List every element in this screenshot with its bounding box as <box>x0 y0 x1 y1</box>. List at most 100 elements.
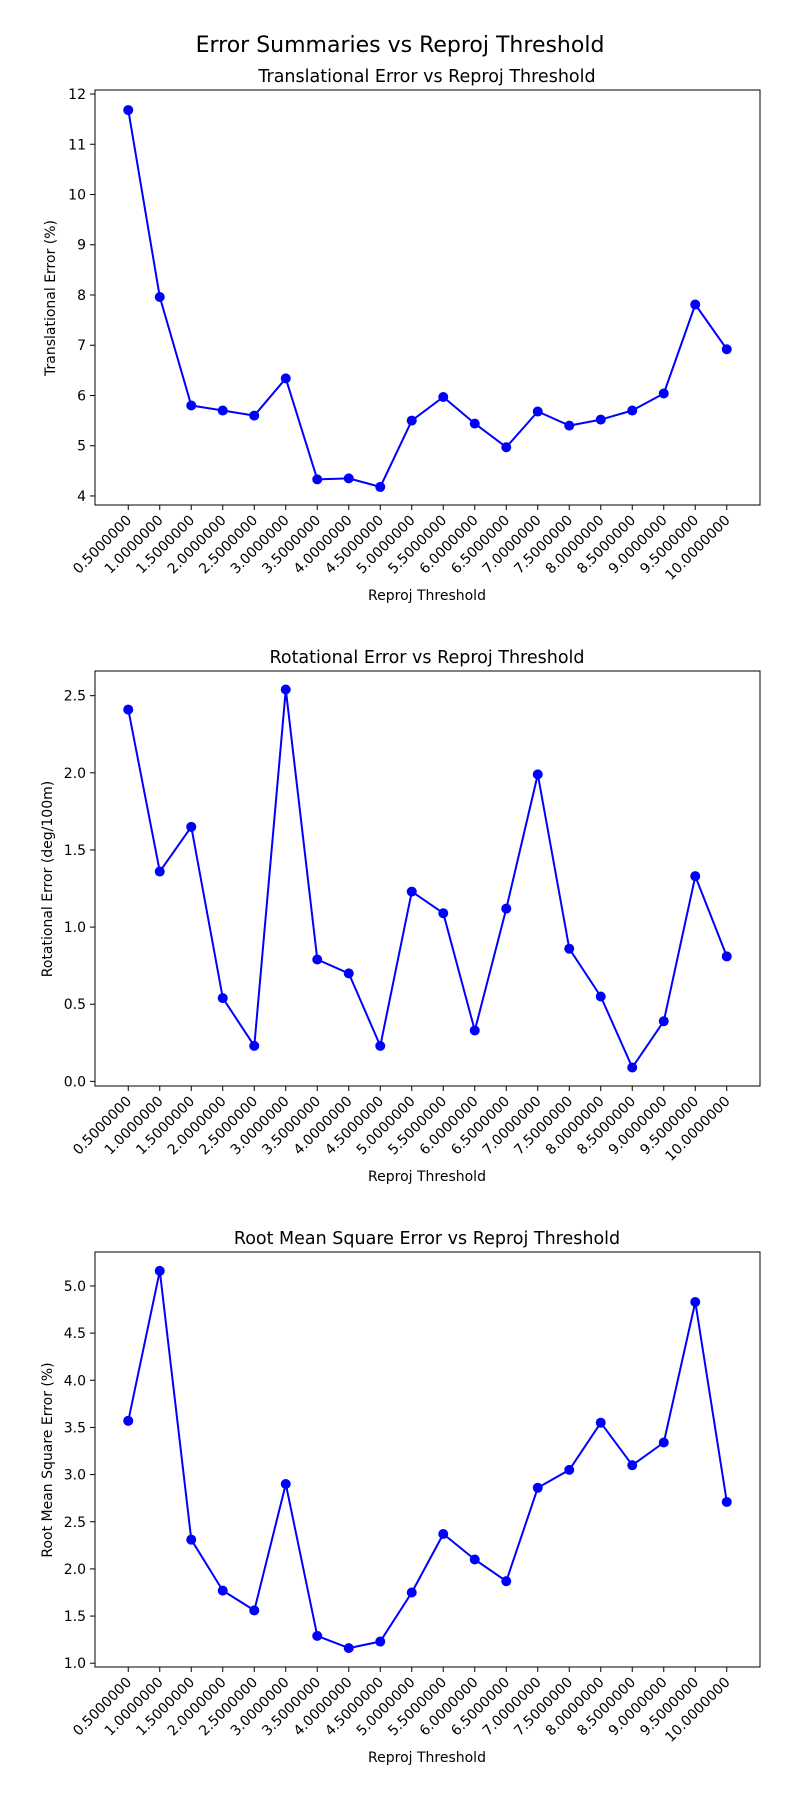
rms-error-data-point <box>438 1529 449 1540</box>
rms-error-series-line <box>127 1269 728 1650</box>
rotational-error-data-point <box>438 908 449 919</box>
rotational-error-ytick-label: 1.5 <box>64 843 86 859</box>
rms-error-ytick-label: 1.5 <box>64 1609 86 1625</box>
translational-error-data-point <box>438 391 449 402</box>
translational-error-data-point <box>501 442 512 453</box>
rms-error-data-point <box>280 1479 291 1490</box>
translational-error-data-point <box>280 373 291 384</box>
rotational-error-ytick-label: 1.0 <box>64 920 86 936</box>
translational-error-data-point <box>217 405 228 416</box>
rotational-error-data-point <box>658 1016 669 1027</box>
rotational-error-ytick-label: 0.5 <box>64 997 86 1013</box>
rotational-error-data-point <box>186 821 197 832</box>
rms-error-ytick-label: 3.5 <box>64 1420 86 1436</box>
translational-error-data-point <box>406 415 417 426</box>
rms-error-data-point <box>532 1482 543 1493</box>
translational-error-data-point <box>690 299 701 310</box>
figure-title: Error Summaries vs Reproj Threshold <box>196 33 605 58</box>
rms-error-ytick-label: 3.0 <box>64 1468 86 1484</box>
rms-error-data-point <box>312 1630 323 1641</box>
rotational-error-ytick-label: 2.5 <box>64 689 86 705</box>
rms-error-data-point <box>469 1554 480 1565</box>
rotational-error-data-point <box>627 1062 638 1073</box>
translational-error-ytick-label: 4 <box>77 489 86 505</box>
rms-error-data-point <box>375 1636 386 1647</box>
rotational-error-data-point <box>249 1040 260 1051</box>
rotational-error-data-point <box>280 684 291 695</box>
rms-error-data-point <box>721 1496 732 1507</box>
rms-error-data-point <box>123 1415 134 1426</box>
translational-error-ytick-label: 10 <box>68 188 86 204</box>
translational-error-data-point <box>123 105 134 116</box>
translational-error-ytick-label: 9 <box>77 238 86 254</box>
rotational-error-data-point <box>406 886 417 897</box>
rotational-error-data-point <box>123 704 134 715</box>
rms-error-data-point <box>406 1587 417 1598</box>
rotational-error-data-point <box>721 951 732 962</box>
translational-error-axes-frame <box>94 89 761 506</box>
translational-error-data-point <box>154 291 165 302</box>
rms-error-data-point <box>501 1576 512 1587</box>
rms-error-data-point <box>249 1605 260 1616</box>
rotational-error-data-point <box>312 954 323 965</box>
translational-error-ytick-label: 5 <box>77 439 86 455</box>
rms-error-data-point <box>343 1643 354 1654</box>
rms-error-ytick-label: 4.5 <box>64 1326 86 1342</box>
rotational-error-data-point <box>501 903 512 914</box>
translational-error-data-point <box>343 473 354 484</box>
rms-error-data-point <box>564 1464 575 1475</box>
translational-error-xlabel: Reproj Threshold <box>368 588 486 604</box>
rms-error-ytick-label: 4.0 <box>64 1373 86 1389</box>
translational-error-ylabel: Translational Error (%) <box>43 220 59 377</box>
rms-error-data-point <box>658 1437 669 1448</box>
rms-error-axes-frame <box>94 1251 761 1668</box>
rms-error-data-point <box>154 1265 165 1276</box>
rms-error-data-point <box>217 1585 228 1596</box>
translational-error-data-point <box>564 420 575 431</box>
rms-error-ytick-label: 5.0 <box>64 1279 86 1295</box>
rms-error-data-point <box>595 1417 606 1428</box>
rotational-error-title: Rotational Error vs Reproj Threshold <box>269 648 584 668</box>
rotational-error-data-point <box>343 968 354 979</box>
rms-error-data-point <box>690 1296 701 1307</box>
rotational-error-data-point <box>532 769 543 780</box>
rms-error-ytick-label: 2.0 <box>64 1562 86 1578</box>
translational-error-data-point <box>469 418 480 429</box>
translational-error-data-point <box>312 474 323 485</box>
rotational-error-ylabel: Rotational Error (deg/100m) <box>40 781 56 977</box>
translational-error-title: Translational Error vs Reproj Threshold <box>257 67 595 87</box>
rms-error-title: Root Mean Square Error vs Reproj Thresho… <box>234 1229 620 1249</box>
translational-error-data-point <box>595 414 606 425</box>
rms-error-ytick-label: 2.5 <box>64 1515 86 1531</box>
translational-error-ytick-label: 6 <box>77 388 86 404</box>
rms-error-ytick-label: 1.0 <box>64 1656 86 1672</box>
rotational-error-data-point <box>690 871 701 882</box>
translational-error-series-line <box>127 109 728 488</box>
rms-error-ylabel: Root Mean Square Error (%) <box>40 1362 56 1557</box>
rotational-error-data-point <box>375 1040 386 1051</box>
rotational-error-data-point <box>564 943 575 954</box>
rotational-error-xlabel: Reproj Threshold <box>368 1169 486 1185</box>
translational-error-data-point <box>249 410 260 421</box>
rotational-error-data-point <box>154 866 165 877</box>
translational-error-ytick-label: 12 <box>68 87 86 103</box>
rms-error-data-point <box>627 1460 638 1471</box>
rotational-error-ytick-label: 0.0 <box>64 1074 86 1090</box>
rotational-error-data-point <box>595 991 606 1002</box>
rms-error-xlabel: Reproj Threshold <box>368 1750 486 1766</box>
rotational-error-series-line <box>127 688 728 1069</box>
translational-error-data-point <box>721 344 732 355</box>
rotational-error-data-point <box>469 1025 480 1036</box>
rotational-error-ytick-label: 2.0 <box>64 766 86 782</box>
translational-error-data-point <box>532 406 543 417</box>
translational-error-data-point <box>658 388 669 399</box>
rotational-error-axes-frame <box>94 670 761 1087</box>
translational-error-data-point <box>375 481 386 492</box>
rms-error-data-point <box>186 1534 197 1545</box>
translational-error-ytick-label: 7 <box>77 338 86 354</box>
translational-error-data-point <box>186 400 197 411</box>
rotational-error-data-point <box>217 993 228 1004</box>
translational-error-ytick-label: 8 <box>77 288 86 304</box>
